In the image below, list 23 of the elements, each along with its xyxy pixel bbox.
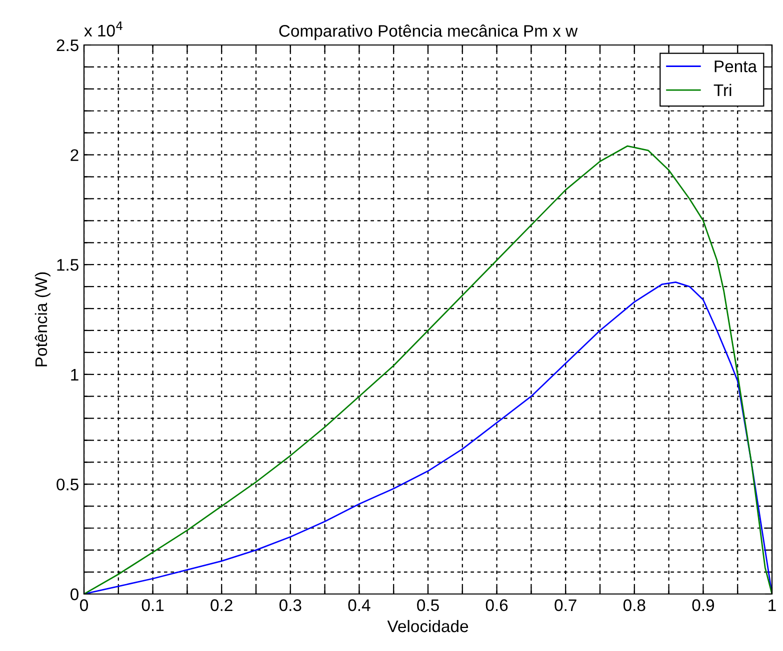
x-tick-label: 0.8 bbox=[623, 599, 646, 612]
y-axis-title: Potência (W) bbox=[34, 272, 50, 366]
y-tick-label: 2 bbox=[70, 149, 78, 161]
x-tick-label: 0.2 bbox=[210, 599, 232, 612]
x-tick-label: 0.7 bbox=[554, 599, 576, 612]
y-tick-label: 1.5 bbox=[57, 259, 78, 271]
x-tick-label: 0.3 bbox=[279, 599, 302, 612]
chart-title: Comparativo Potência mecânica Pm x w bbox=[279, 24, 578, 40]
y-tick-label: 2.5 bbox=[56, 39, 78, 52]
x-axis-title: Velocidade bbox=[387, 620, 468, 632]
text: x 10$^{4}$ bbox=[84, 22, 122, 37]
x-tick-label: 0 bbox=[80, 599, 88, 612]
legend-label: Tri bbox=[714, 84, 732, 96]
x-tick-label: 0.5 bbox=[417, 599, 439, 612]
y-tick-label: 1 bbox=[71, 368, 78, 380]
legend-label: Penta bbox=[714, 60, 757, 72]
x-tick-label: 0.4 bbox=[348, 599, 370, 612]
x-tick-label: 1 bbox=[768, 599, 776, 611]
x-tick-label: 0.1 bbox=[142, 599, 164, 612]
x-tick-label: 0.6 bbox=[486, 599, 508, 612]
y-tick-label: 0.5 bbox=[56, 478, 78, 490]
x-tick-label: 0.9 bbox=[692, 599, 714, 612]
y-tick-label: 0 bbox=[70, 588, 78, 600]
